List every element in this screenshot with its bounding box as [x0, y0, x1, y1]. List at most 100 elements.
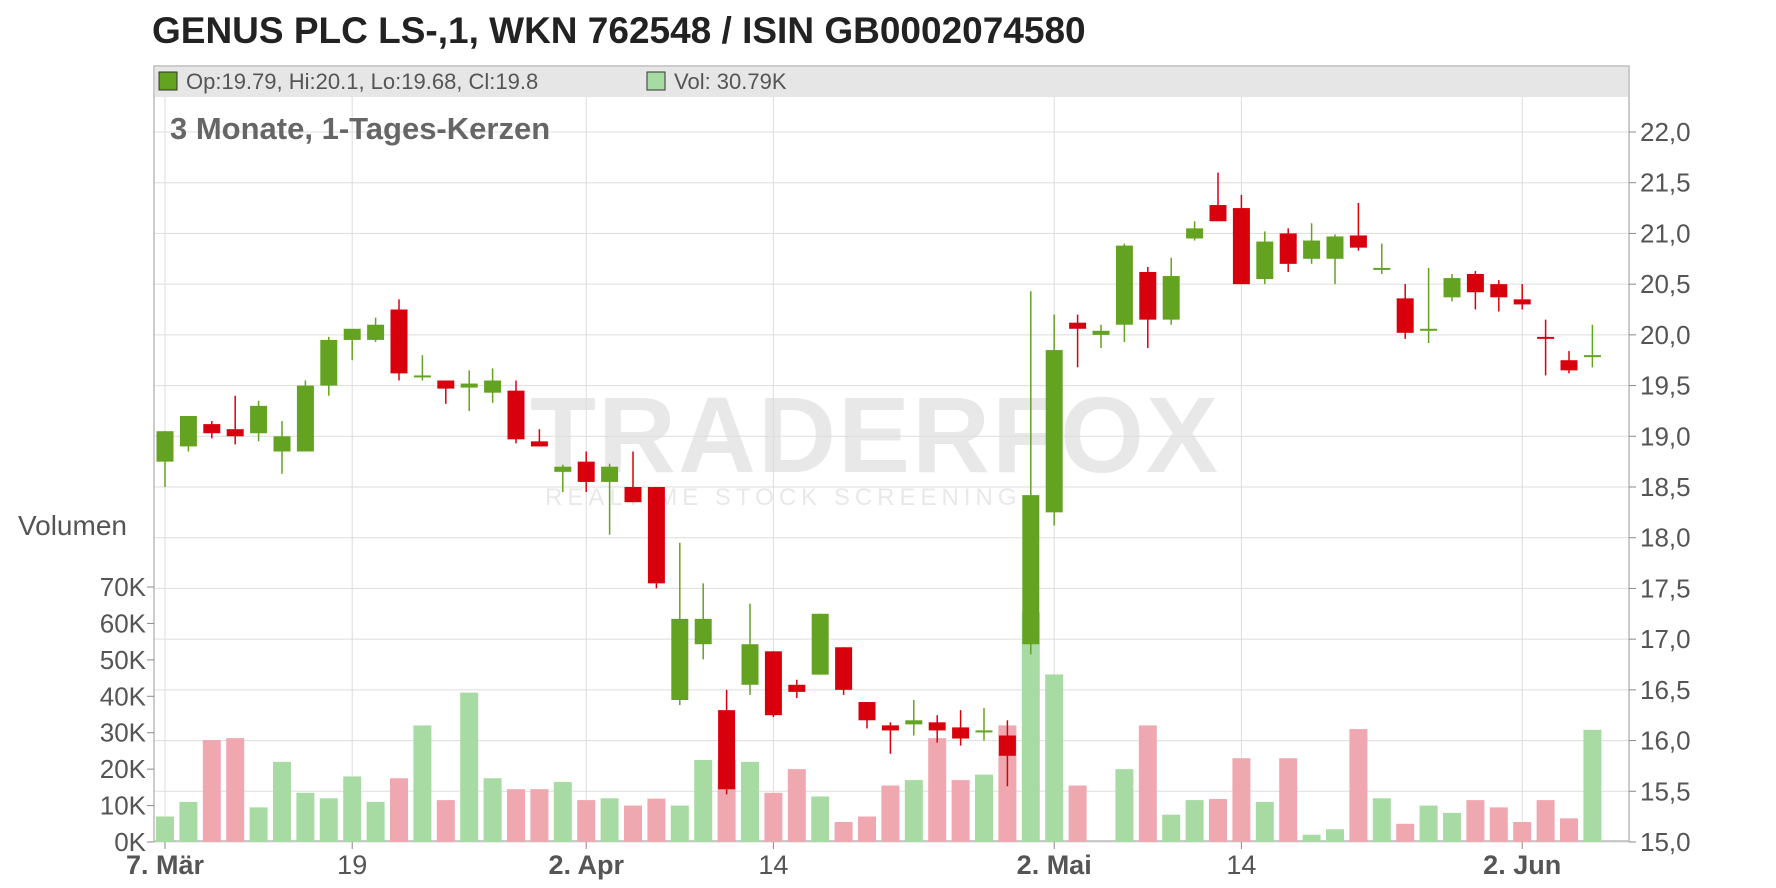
price-axis: 15,0 15,5 16,0 16,5 17,0 17,5 18,0 18,5 19,0 19,5…	[1629, 117, 1691, 857]
volume-bar	[343, 776, 362, 842]
candle	[1045, 314, 1063, 526]
volume-axis: 0K 10K 20K 30K 40K 50K 60K 70K	[100, 572, 154, 857]
candle-body	[1232, 208, 1250, 285]
candle-body	[788, 684, 806, 692]
volume-bar	[1185, 800, 1204, 842]
candle	[671, 542, 689, 706]
price-tick-label: 15,5	[1640, 776, 1691, 806]
volume-bar	[1466, 800, 1485, 842]
candle	[554, 464, 572, 493]
candle	[1443, 274, 1461, 302]
volume-bar	[1513, 821, 1532, 842]
price-tick-label: 16,5	[1640, 675, 1691, 705]
candle-body	[741, 644, 759, 685]
candle-body	[811, 613, 829, 675]
price-tick-label: 19,0	[1640, 421, 1691, 451]
candle	[343, 328, 361, 361]
volume-tick-label: 0K	[114, 827, 146, 857]
volume-bar	[366, 801, 385, 842]
volume-bar	[319, 798, 338, 842]
candle-body	[905, 720, 923, 725]
volume-bar	[1396, 823, 1415, 842]
volume-bar	[1536, 800, 1555, 842]
candle-body	[1162, 276, 1180, 320]
candle-body	[1115, 245, 1133, 325]
candle-body	[694, 618, 712, 645]
candle	[858, 702, 876, 729]
volume-bar	[647, 798, 666, 842]
candle	[905, 700, 923, 736]
volume-bar	[834, 821, 853, 842]
volume-bar	[577, 800, 596, 842]
watermark: TRADERFOX REALTIME STOCK SCREENING	[530, 374, 1218, 511]
volume-tick-label: 50K	[100, 645, 147, 675]
candle	[1490, 280, 1508, 312]
volume-bar	[600, 798, 619, 842]
price-tick-label: 21,5	[1640, 168, 1691, 198]
candle	[1232, 194, 1250, 285]
candle-body	[296, 385, 314, 452]
volume-bar	[951, 780, 970, 842]
price-tick-label: 17,5	[1640, 573, 1691, 603]
volume-bar	[1349, 729, 1368, 842]
volume-bar	[483, 778, 502, 842]
volume-axis-title: Volumen	[18, 510, 127, 541]
price-tick-label: 15,0	[1640, 827, 1691, 857]
candle	[998, 720, 1016, 787]
volume-bar	[1326, 829, 1344, 842]
candle	[179, 416, 197, 452]
legend-background	[155, 67, 1628, 97]
volume-bar	[1372, 798, 1391, 842]
time-tick-label: 14	[1226, 850, 1256, 880]
candle-body	[1045, 350, 1063, 513]
volume-tick-label: 30K	[100, 718, 147, 748]
candle-body	[460, 383, 478, 388]
candle	[1279, 228, 1297, 272]
candle	[1092, 324, 1110, 349]
legend-bar: Op:19.79, Hi:20.1, Lo:19.68, Cl:19.8 Vol…	[155, 67, 1628, 97]
candle	[1513, 284, 1531, 310]
volume-bar	[764, 792, 783, 842]
volume-tick-label: 10K	[100, 791, 147, 821]
volume-bar	[975, 774, 993, 842]
candle-body	[577, 461, 595, 482]
candle	[741, 603, 759, 695]
price-tick-label: 19,5	[1640, 371, 1691, 401]
candle	[1303, 223, 1321, 264]
volume-bar	[904, 780, 923, 842]
candle	[250, 400, 268, 442]
candle-body	[1326, 236, 1344, 259]
volume-bar	[787, 769, 806, 842]
candle-body	[226, 429, 244, 437]
candle-body	[1256, 241, 1274, 280]
candle-body	[601, 466, 619, 482]
candle-body	[156, 431, 174, 462]
volume-bar	[507, 789, 525, 842]
candle-body	[437, 380, 455, 389]
candle	[764, 651, 782, 718]
candle-body	[1092, 330, 1110, 335]
candle-body	[1560, 360, 1578, 371]
time-tick-label: 19	[337, 850, 367, 880]
candle	[1373, 243, 1391, 274]
price-tick-label: 22,0	[1640, 117, 1691, 147]
volume-bar	[156, 816, 174, 842]
candle-body	[507, 390, 525, 440]
volume-bar	[1068, 785, 1087, 842]
candle	[881, 722, 899, 754]
candle-body	[1466, 274, 1484, 293]
candle-body	[881, 725, 899, 731]
candle-body	[390, 309, 408, 374]
candle-body	[367, 324, 385, 340]
candle-body	[203, 424, 221, 434]
volume-bar	[1443, 812, 1461, 842]
price-tick-label: 16,0	[1640, 726, 1691, 756]
candle-body	[998, 735, 1016, 756]
candle-body	[624, 487, 642, 503]
volume-bar	[670, 805, 689, 842]
volume-tick-label: 70K	[100, 572, 147, 602]
candle	[413, 355, 431, 381]
volume-bar	[436, 800, 455, 842]
candle	[1069, 314, 1087, 368]
